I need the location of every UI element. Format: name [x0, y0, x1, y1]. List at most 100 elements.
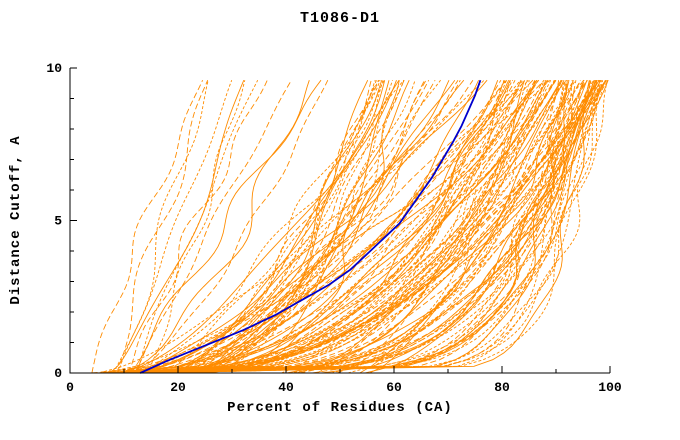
model-curve [185, 80, 450, 374]
model-curve [102, 79, 506, 374]
model-curve [131, 80, 547, 374]
model-curve [159, 80, 598, 374]
model-curve [137, 79, 259, 374]
model-curve [123, 79, 524, 374]
model-curve [172, 80, 384, 374]
model-curve [123, 79, 600, 374]
model-curve [289, 79, 594, 374]
x-tick-label: 0 [66, 380, 74, 395]
model-curve [118, 80, 525, 374]
model-curve [124, 80, 562, 374]
model-curve [168, 80, 377, 374]
model-curve [151, 80, 606, 374]
model-curve [102, 79, 588, 374]
highlight-curve [139, 79, 482, 374]
model-curve [144, 80, 591, 374]
model-curve [128, 80, 569, 374]
model-curve [166, 80, 530, 374]
model-curve [281, 79, 585, 374]
y-tick-label: 0 [54, 366, 62, 381]
model-curve [142, 80, 601, 374]
model-curve [154, 80, 405, 374]
model-curve [113, 79, 588, 374]
model-curve [147, 79, 555, 374]
model-curve [131, 79, 322, 374]
y-tick-label: 10 [46, 61, 62, 76]
model-curve [91, 80, 204, 374]
model-curve [123, 80, 536, 374]
model-curve [299, 80, 549, 374]
model-curve [207, 80, 372, 374]
model-curve [102, 79, 599, 374]
x-tick-label: 100 [598, 380, 622, 395]
chart-title: T1086-D1 [299, 10, 380, 27]
model-curve [140, 80, 480, 374]
x-tick-label: 40 [278, 380, 294, 395]
model-curve [102, 79, 556, 374]
model-curve [158, 80, 608, 374]
model-curve [120, 80, 596, 374]
model-curve [205, 79, 461, 374]
model-curve [142, 80, 507, 374]
x-tick-label: 60 [386, 380, 402, 395]
model-curve [111, 80, 511, 374]
model-curve [110, 79, 600, 374]
model-curve [137, 79, 514, 374]
model-curve [115, 80, 607, 374]
model-curve [369, 79, 565, 374]
model-curve [139, 79, 567, 374]
model-curve [135, 79, 488, 374]
model-curve [99, 79, 485, 374]
model-curve [104, 80, 603, 374]
y-axis-label: Distance Cutoff, A [8, 135, 24, 305]
model-curve [111, 80, 597, 374]
model-curve [99, 80, 567, 374]
model-curve [194, 80, 499, 374]
model-curve [100, 80, 584, 374]
model-curve [109, 79, 436, 374]
model-curve [295, 79, 563, 374]
model-curve [135, 79, 292, 374]
x-tick-label: 80 [494, 380, 510, 395]
model-curve [112, 80, 566, 374]
model-curve [131, 80, 577, 374]
model-curve [198, 80, 386, 374]
model-curve [198, 80, 383, 374]
model-curve [187, 79, 427, 374]
model-curve [168, 79, 534, 374]
model-curve [136, 80, 574, 374]
model-curve [146, 79, 562, 374]
y-tick-label: 5 [54, 214, 62, 229]
model-curve [102, 79, 550, 374]
model-curve [127, 79, 539, 374]
model-curve [117, 80, 209, 374]
model-curve [138, 79, 405, 374]
x-axis-label: Percent of Residues (CA) [227, 400, 453, 416]
model-curve [160, 79, 597, 374]
model-curve [132, 80, 329, 374]
model-curve [120, 79, 425, 374]
model-curve [116, 79, 459, 374]
x-tick-label: 20 [170, 380, 186, 395]
model-curve [207, 80, 400, 374]
model-curve [129, 80, 604, 374]
model-curve [167, 79, 576, 374]
model-curve [364, 79, 602, 374]
model-curve [143, 80, 393, 374]
model-curve [138, 80, 568, 374]
model-curve [109, 80, 245, 374]
model-curve [174, 80, 510, 374]
model-curve [336, 80, 556, 374]
model-curve [119, 80, 310, 374]
model-curve [102, 80, 592, 374]
model-curve [161, 79, 380, 374]
model-curve [203, 79, 525, 374]
model-curve [180, 79, 521, 374]
model-curve [112, 80, 233, 374]
model-curve [99, 80, 590, 374]
model-curve [99, 80, 601, 374]
model-curve [121, 80, 397, 374]
model-curve [147, 79, 522, 374]
